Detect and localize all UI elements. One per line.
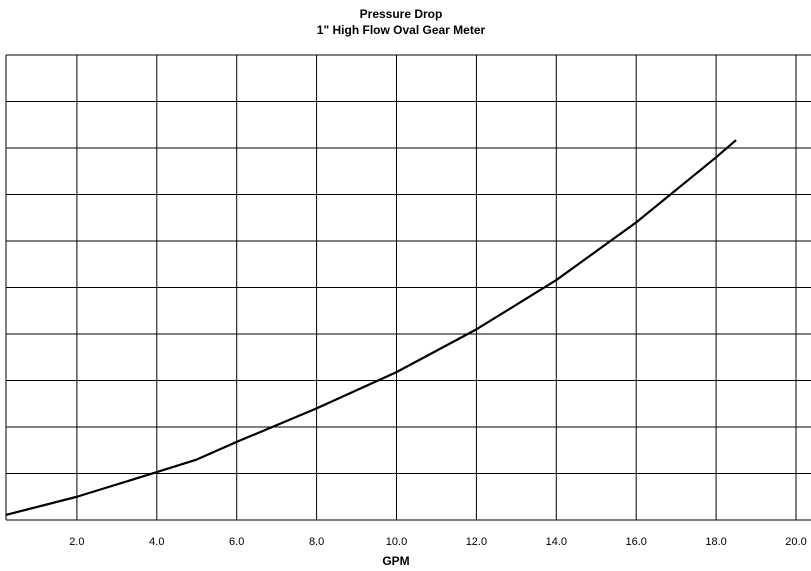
chart-title: Pressure Drop bbox=[360, 7, 443, 21]
x-tick-label: 2.0 bbox=[69, 536, 84, 548]
x-tick-label: 4.0 bbox=[149, 536, 164, 548]
x-tick-label: 6.0 bbox=[229, 536, 244, 548]
chart-subtitle: 1" High Flow Oval Gear Meter bbox=[317, 23, 486, 37]
data-line bbox=[6, 139, 737, 517]
x-tick-label: 18.0 bbox=[705, 536, 726, 548]
x-tick-label: 20.0 bbox=[785, 536, 806, 548]
x-tick-label: 16.0 bbox=[625, 536, 646, 548]
x-tick-label: 10.0 bbox=[386, 536, 407, 548]
x-tick-label: 8.0 bbox=[309, 536, 324, 548]
x-axis-label: GPM bbox=[382, 554, 409, 568]
x-tick-label: 14.0 bbox=[546, 536, 567, 548]
x-tick-label: 12.0 bbox=[466, 536, 487, 548]
